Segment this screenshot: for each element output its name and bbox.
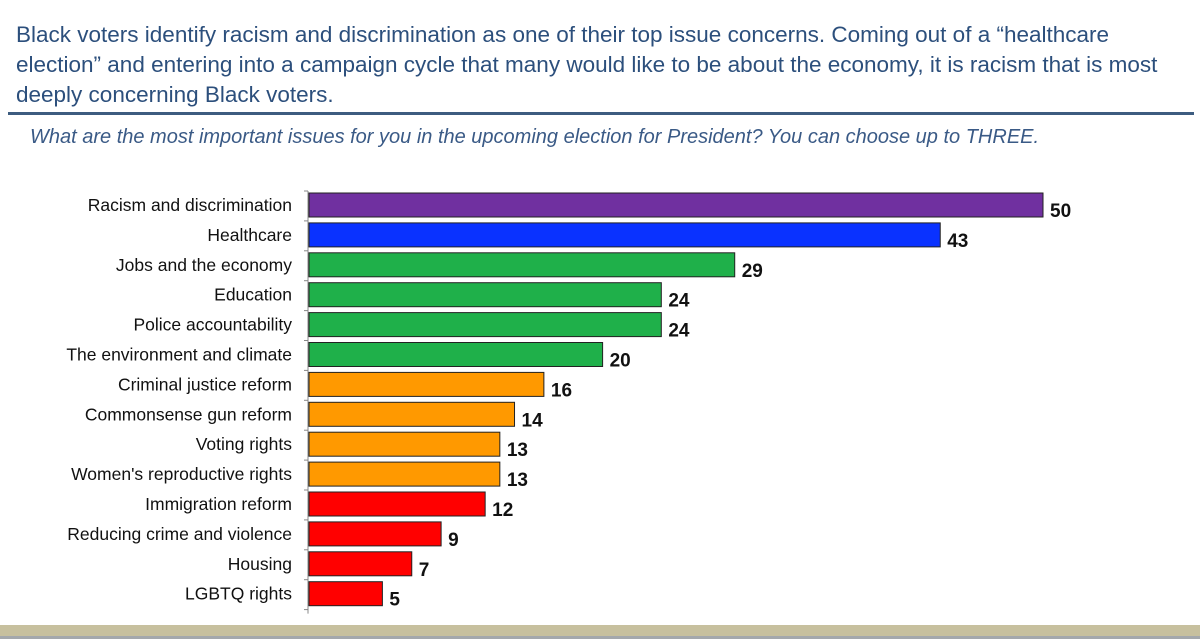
category-label: Racism and discrimination (88, 195, 292, 215)
divider (8, 112, 1194, 115)
category-label: Immigration reform (145, 494, 292, 514)
bar (308, 192, 1044, 218)
bar (308, 282, 662, 308)
category-label: Women's reproductive rights (71, 464, 292, 484)
category-label: Healthcare (207, 225, 292, 245)
bar (308, 222, 941, 248)
intro-text: Black voters identify racism and discrim… (16, 22, 1158, 107)
value-label: 13 (507, 470, 528, 491)
category-label: Police accountability (133, 315, 292, 335)
value-label: 14 (522, 410, 544, 431)
category-label: Commonsense gun reform (85, 404, 292, 424)
footer-band-lower (0, 636, 1200, 639)
category-label: Voting rights (196, 434, 293, 454)
category-label: Criminal justice reform (118, 374, 292, 394)
value-label: 43 (947, 231, 968, 252)
value-label: 50 (1050, 201, 1071, 222)
bar (308, 371, 545, 397)
bar (308, 491, 486, 517)
category-label: The environment and climate (66, 345, 292, 365)
bar (308, 342, 604, 367)
value-label: 7 (419, 560, 430, 581)
category-label: Education (214, 285, 292, 305)
category-label: LGBTQ rights (185, 584, 292, 604)
value-label: 24 (668, 321, 690, 342)
value-label: 20 (610, 351, 631, 372)
bar (308, 521, 442, 547)
value-label: 12 (492, 500, 513, 521)
value-label: 5 (389, 590, 400, 611)
category-label: Reducing crime and violence (67, 524, 292, 544)
value-label: 9 (448, 530, 459, 551)
bar (308, 431, 501, 457)
bar (308, 312, 662, 338)
value-label: 13 (507, 440, 528, 461)
bar (308, 401, 516, 427)
category-label: Housing (228, 554, 292, 574)
footer-band (0, 625, 1200, 636)
bar (308, 581, 383, 607)
bar (308, 252, 736, 278)
bar (308, 461, 501, 487)
value-label: 29 (742, 261, 763, 282)
bar (308, 551, 413, 577)
category-label: Jobs and the economy (116, 255, 292, 275)
value-label: 16 (551, 380, 572, 401)
value-label: 24 (668, 291, 690, 312)
chart-title: What are the most important issues for y… (30, 126, 1040, 148)
